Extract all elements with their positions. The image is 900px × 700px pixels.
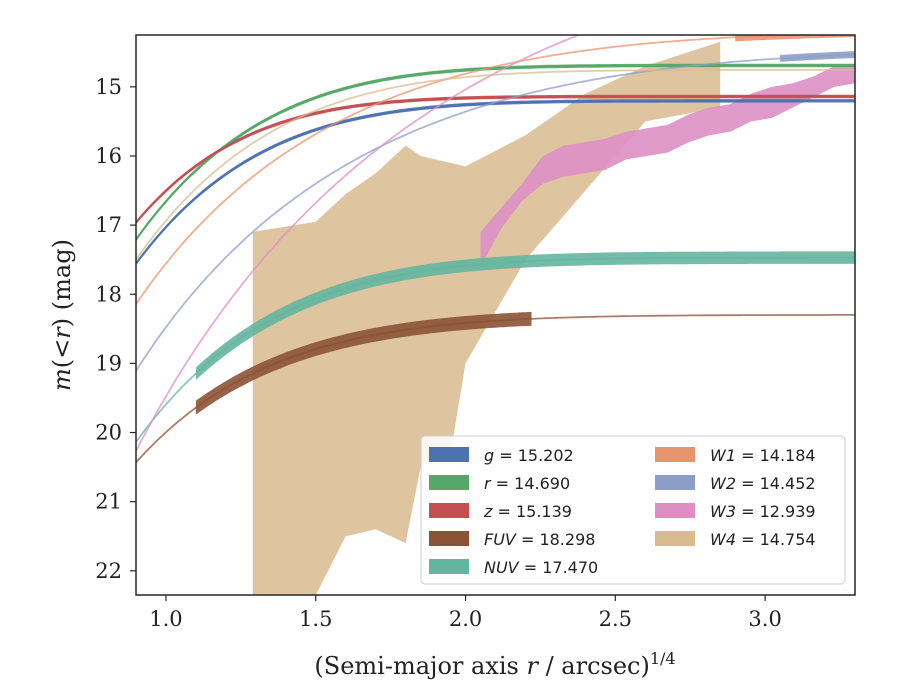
plot-frame [135, 34, 856, 596]
y-axis: 15 16 17 18 19 20 21 22 [95, 75, 136, 583]
legend-label-W4: W4 = 14.754 [710, 530, 816, 549]
curve-W2 [136, 53, 855, 372]
x-tick-label: 2.0 [449, 607, 482, 631]
curve-z [136, 95, 855, 224]
band-FUV [195, 311, 532, 415]
y-tick-label: 16 [95, 144, 122, 168]
legend-swatch-z [429, 503, 469, 518]
x-axis: 1.0 1.5 2.0 2.5 3.0 [149, 595, 782, 631]
legend-swatch-W3 [655, 503, 695, 518]
curve-NUV [136, 256, 855, 443]
legend-label-NUV: NUV = 17.470 [484, 558, 598, 577]
curve-W1 [136, 35, 812, 305]
x-tick-label: 1.5 [299, 607, 332, 631]
y-tick-label: 22 [95, 559, 122, 583]
legend-swatch-W4 [655, 531, 695, 546]
x-axis-label: (Semi-major axis r / arcsec)1/4 [314, 649, 675, 680]
legend-label-z: z = 15.139 [483, 502, 572, 521]
legend-label-g: g = 15.202 [484, 446, 574, 465]
legend: g = 15.202 r = 14.690 z = 15.139 FUV = 18.2… [420, 435, 846, 585]
legend-swatch-r [429, 475, 469, 490]
y-tick-label: 15 [95, 75, 122, 99]
legend-label-r: r = 14.690 [484, 474, 570, 493]
y-axis-label: m(<r) (mag) [48, 239, 76, 391]
y-tick-label: 19 [95, 351, 122, 375]
x-tick-label: 3.0 [748, 607, 781, 631]
legend-swatch-FUV [429, 531, 469, 546]
legend-label-W2: W2 = 14.452 [710, 474, 816, 493]
legend-swatch-NUV [429, 559, 469, 574]
x-tick-label: 2.5 [599, 607, 632, 631]
legend-swatch-W2 [655, 475, 695, 490]
model-curves [136, 35, 855, 464]
legend-label-W3: W3 = 12.939 [710, 502, 816, 521]
curve-r [136, 64, 855, 241]
x-tick-label: 1.0 [149, 607, 182, 631]
legend-swatch-W1 [655, 447, 695, 462]
legend-swatch-g [429, 447, 469, 462]
y-tick-label: 21 [95, 490, 122, 514]
curve-FUV [136, 314, 855, 464]
y-tick-label: 18 [95, 282, 122, 306]
y-tick-label: 17 [95, 213, 122, 237]
legend-label-FUV: FUV = 18.298 [484, 530, 595, 549]
curve-g [136, 99, 855, 265]
band-W3 [480, 66, 855, 267]
legend-box [420, 435, 846, 585]
y-tick-label: 20 [95, 421, 122, 445]
curve-W4 [136, 69, 855, 261]
legend-label-W1: W1 = 14.184 [710, 446, 816, 465]
curve-W3 [136, 35, 582, 452]
